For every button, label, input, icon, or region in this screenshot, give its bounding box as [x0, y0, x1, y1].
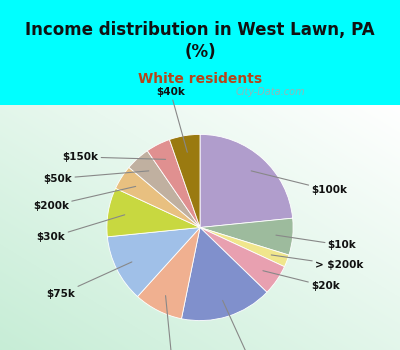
Text: $60k: $60k — [158, 296, 187, 350]
Wedge shape — [107, 188, 200, 237]
Wedge shape — [200, 218, 293, 255]
Text: $100k: $100k — [251, 171, 347, 195]
Text: City-Data.com: City-Data.com — [236, 87, 305, 97]
Wedge shape — [138, 228, 200, 319]
Wedge shape — [147, 140, 200, 228]
Wedge shape — [129, 151, 200, 228]
Wedge shape — [182, 228, 267, 321]
Text: $20k: $20k — [263, 271, 340, 291]
Wedge shape — [200, 228, 289, 267]
Wedge shape — [170, 134, 200, 228]
Wedge shape — [200, 134, 293, 228]
Text: Income distribution in West Lawn, PA
(%): Income distribution in West Lawn, PA (%) — [25, 21, 375, 61]
Wedge shape — [107, 228, 200, 296]
Text: $40k: $40k — [156, 87, 187, 152]
Text: $150k: $150k — [62, 152, 166, 162]
Text: $30k: $30k — [37, 215, 125, 242]
Text: $75k: $75k — [46, 262, 132, 299]
Text: White residents: White residents — [138, 72, 262, 86]
Text: $50k: $50k — [44, 171, 149, 183]
Text: $10k: $10k — [276, 235, 356, 250]
Text: > $200k: > $200k — [271, 255, 363, 270]
Text: $200k: $200k — [33, 187, 136, 211]
Wedge shape — [116, 167, 200, 228]
Text: $125k: $125k — [223, 300, 269, 350]
Wedge shape — [200, 228, 284, 292]
